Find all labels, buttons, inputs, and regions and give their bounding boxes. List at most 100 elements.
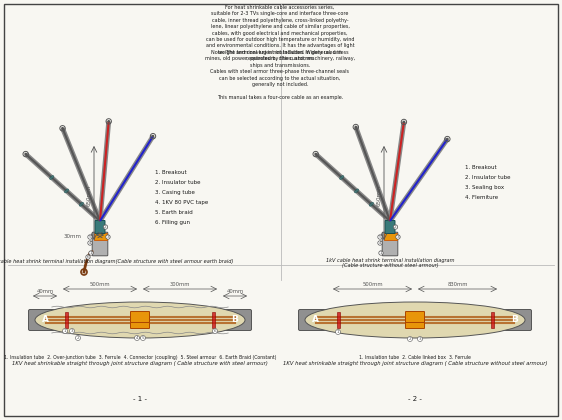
- Text: For heat shrinkable cable accessories series,
suitable for 2-3 TVs single-core a: For heat shrinkable cable accessories se…: [205, 5, 355, 68]
- Text: 1. Breakout: 1. Breakout: [155, 170, 187, 175]
- Text: 4: 4: [89, 241, 92, 245]
- Ellipse shape: [339, 176, 344, 179]
- Text: 6: 6: [214, 329, 216, 333]
- Text: 500mm: 500mm: [362, 282, 383, 287]
- Text: 3: 3: [107, 235, 110, 239]
- Text: 5. Earth braid: 5. Earth braid: [155, 210, 193, 215]
- Circle shape: [25, 153, 26, 155]
- Text: 1: 1: [64, 329, 66, 333]
- Circle shape: [106, 235, 110, 239]
- Circle shape: [70, 328, 75, 333]
- Bar: [337, 312, 339, 328]
- Circle shape: [355, 126, 356, 128]
- Ellipse shape: [49, 176, 54, 179]
- Text: 1. Insulation tube  2. Over-junction tube  3. Ferrule  4. Connector (coupling)  : 1. Insulation tube 2. Over-junction tube…: [4, 355, 277, 360]
- Text: 1: 1: [337, 330, 339, 334]
- Text: 4: 4: [379, 241, 382, 245]
- Text: 1kV cable heat shrink terminal installation diagram: 1kV cable heat shrink terminal installat…: [326, 258, 454, 263]
- Ellipse shape: [355, 189, 359, 193]
- Text: - 2 -: - 2 -: [408, 396, 422, 402]
- Text: 6. Filling gun: 6. Filling gun: [155, 220, 190, 225]
- Text: 1. Breakout: 1. Breakout: [465, 165, 497, 170]
- Text: 2: 2: [76, 336, 79, 340]
- Text: 500mm: 500mm: [90, 282, 110, 287]
- Bar: [65, 312, 68, 328]
- Text: 4. Flemiture: 4. Flemiture: [465, 195, 498, 200]
- Text: 6: 6: [87, 255, 89, 259]
- Circle shape: [88, 235, 92, 239]
- Text: 40mm: 40mm: [37, 289, 53, 294]
- FancyBboxPatch shape: [29, 310, 61, 331]
- Circle shape: [378, 235, 382, 239]
- Text: 5: 5: [142, 336, 144, 340]
- Ellipse shape: [369, 202, 374, 206]
- Text: 2: 2: [104, 225, 107, 229]
- Text: 1kV cable heat shrink terminal installation diagram(Cable structure with steel a: 1kV cable heat shrink terminal installat…: [0, 259, 233, 264]
- Text: 3: 3: [419, 337, 422, 341]
- FancyBboxPatch shape: [498, 310, 532, 331]
- Text: A: A: [42, 315, 48, 325]
- Text: 2. Insulator tube: 2. Insulator tube: [465, 175, 510, 180]
- Text: 5: 5: [379, 235, 382, 239]
- Text: 3: 3: [71, 329, 73, 333]
- Text: B: B: [232, 315, 238, 325]
- FancyBboxPatch shape: [298, 310, 332, 331]
- Circle shape: [396, 235, 400, 239]
- Text: 830mm: 830mm: [447, 282, 468, 287]
- Text: 1. Insulation tube  2. Cable linked box  3. Ferrule: 1. Insulation tube 2. Cable linked box 3…: [359, 355, 471, 360]
- Text: (Cable structure without steel armour): (Cable structure without steel armour): [342, 263, 438, 268]
- Ellipse shape: [65, 189, 69, 193]
- Circle shape: [75, 336, 80, 341]
- Bar: [383, 233, 397, 240]
- Bar: [491, 312, 493, 328]
- Ellipse shape: [305, 302, 525, 338]
- Text: B: B: [511, 315, 518, 325]
- FancyBboxPatch shape: [130, 312, 149, 323]
- Circle shape: [89, 251, 93, 255]
- FancyBboxPatch shape: [130, 318, 149, 328]
- Circle shape: [108, 121, 110, 122]
- Circle shape: [378, 241, 382, 245]
- Circle shape: [336, 330, 341, 334]
- Circle shape: [140, 336, 146, 341]
- Text: 3. Sealing box: 3. Sealing box: [465, 185, 504, 190]
- Text: 4: 4: [136, 336, 138, 340]
- Circle shape: [212, 328, 217, 333]
- Text: 4. 1KV 80 PVC tape: 4. 1KV 80 PVC tape: [155, 200, 209, 205]
- Circle shape: [407, 336, 413, 341]
- Circle shape: [393, 225, 398, 229]
- Text: 1KV heat shrinkable straight through joint structure diagram ( Cable structure w: 1KV heat shrinkable straight through joi…: [283, 361, 547, 366]
- Text: Note: The terminal lug is not included in general, unless
requested by the custo: Note: The terminal lug is not included i…: [211, 50, 350, 100]
- Text: 2. Insulator tube: 2. Insulator tube: [155, 180, 201, 185]
- Circle shape: [152, 136, 153, 137]
- Text: 300mm: 300mm: [170, 282, 191, 287]
- Text: 650mm: 650mm: [87, 184, 92, 206]
- Circle shape: [404, 121, 405, 123]
- FancyBboxPatch shape: [385, 220, 395, 234]
- Text: 3: 3: [397, 235, 400, 239]
- Ellipse shape: [79, 202, 84, 206]
- Bar: [93, 233, 107, 240]
- Text: 5: 5: [89, 235, 92, 239]
- FancyBboxPatch shape: [92, 232, 108, 256]
- Text: - 1 -: - 1 -: [133, 396, 147, 402]
- FancyBboxPatch shape: [95, 220, 105, 234]
- Text: 40mm: 40mm: [226, 289, 243, 294]
- FancyBboxPatch shape: [406, 312, 424, 323]
- Circle shape: [88, 241, 92, 245]
- Circle shape: [418, 336, 423, 341]
- Text: 1: 1: [89, 251, 92, 255]
- Circle shape: [447, 139, 448, 140]
- Circle shape: [379, 251, 383, 255]
- Circle shape: [62, 328, 67, 333]
- Text: 1: 1: [379, 251, 382, 255]
- Text: 30mm: 30mm: [64, 234, 82, 239]
- FancyBboxPatch shape: [406, 318, 424, 328]
- Text: 2: 2: [394, 225, 397, 229]
- Circle shape: [134, 336, 139, 341]
- Circle shape: [86, 255, 90, 259]
- Circle shape: [315, 153, 316, 155]
- Circle shape: [103, 225, 108, 229]
- FancyBboxPatch shape: [382, 232, 398, 256]
- FancyBboxPatch shape: [219, 310, 252, 331]
